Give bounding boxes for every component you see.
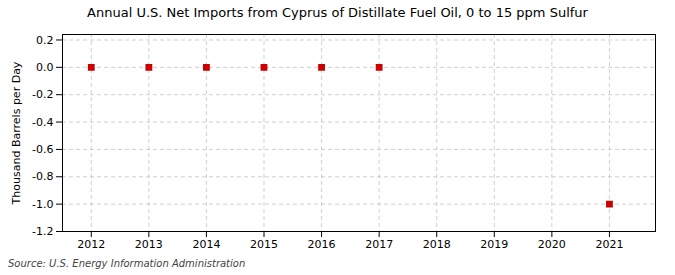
svg-text:-1.0: -1.0 [32,198,53,211]
svg-text:2018: 2018 [423,238,451,251]
svg-text:2016: 2016 [308,238,336,251]
svg-text:2020: 2020 [538,238,566,251]
svg-text:-0.8: -0.8 [32,170,53,183]
svg-text:2015: 2015 [250,238,278,251]
svg-text:2021: 2021 [595,238,623,251]
svg-text:-0.2: -0.2 [32,88,53,101]
svg-text:0.2: 0.2 [36,33,54,46]
svg-text:2019: 2019 [480,238,508,251]
svg-text:-1.2: -1.2 [32,225,53,238]
svg-text:0.0: 0.0 [36,61,54,74]
svg-text:-0.4: -0.4 [32,116,53,129]
html-text:Annual U.S. Net Imports from C: Annual U.S. Net Imports from Cyprus of D… [87,5,588,20]
svg-text:2014: 2014 [192,238,220,251]
svg-text:2012: 2012 [77,238,105,251]
html-text:Source: U.S. Energy Informatio: Source: U.S. Energy Information Administ… [8,258,246,269]
svg-text:-0.6: -0.6 [32,143,53,156]
svg-text:2017: 2017 [365,238,393,251]
svg-text:Thousand Barrels per Day: Thousand Barrels per Day [10,61,23,205]
svg-text:2013: 2013 [135,238,163,251]
